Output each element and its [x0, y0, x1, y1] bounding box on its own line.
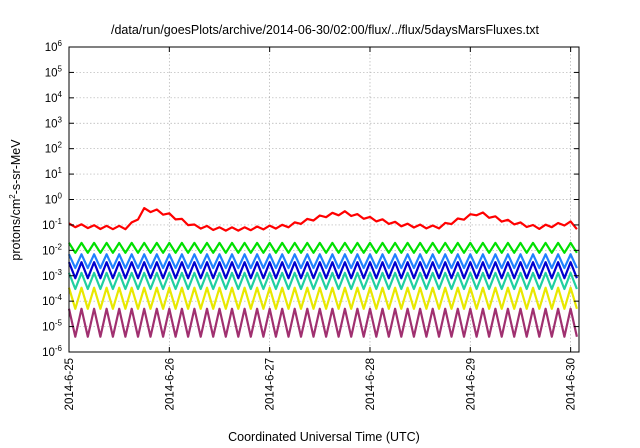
x-tick-label: 2014-6-25 — [64, 358, 76, 410]
chart-title: /data/run/goesPlots/archive/2014-06-30/0… — [111, 23, 540, 37]
y-axis-label-main: protons/cm — [9, 199, 23, 261]
series-line-1 — [68, 241, 578, 254]
y-tick-layer: 10-6 10-5 10-4 10-3 10-2 10-1 100 101 102 103 104 1… — [42, 39, 579, 359]
series-line-4 — [67, 271, 578, 291]
y-tick-label: 105 — [45, 64, 63, 79]
y-axis-label: protons/cm2-s-sr-MeV — [8, 139, 23, 261]
x-tick-label: 2014-6-30 — [566, 358, 578, 410]
y-tick-label: 10-2 — [42, 242, 62, 257]
x-axis-label: Coordinated Universal Time (UTC) — [228, 430, 420, 444]
series-line-6 — [67, 307, 578, 338]
series-line-0 — [68, 207, 578, 232]
y-tick-label: 10-3 — [42, 268, 62, 283]
series-line-2 — [67, 253, 578, 270]
y-tick-label: 10-1 — [42, 217, 62, 232]
y-axis-label-rest: -s-sr-MeV — [9, 139, 23, 195]
series-line-5 — [67, 286, 578, 310]
y-tick-label: 102 — [45, 141, 63, 156]
x-tick-label: 2014-6-26 — [164, 358, 176, 410]
y-tick-label: 100 — [45, 192, 63, 207]
y-tick-label: 104 — [45, 90, 63, 105]
x-tick-label: 2014-6-27 — [265, 358, 277, 410]
y-tick-label: 10-5 — [42, 319, 62, 334]
x-tick-layer: 2014-6-25 2014-6-26 2014-6-27 2014-6-28 2014… — [64, 47, 578, 410]
y-axis-label-exponent: 2 — [8, 194, 17, 199]
y-tick-label: 106 — [45, 39, 63, 54]
y-tick-label: 10-4 — [42, 293, 62, 308]
grid-layer — [69, 47, 579, 352]
x-tick-label: 2014-6-29 — [465, 358, 477, 410]
series-layer — [67, 207, 578, 338]
y-tick-label: 103 — [45, 115, 63, 130]
series-line-3 — [67, 261, 578, 280]
y-tick-label: 10-6 — [42, 344, 62, 359]
x-tick-label: 2014-6-28 — [365, 358, 377, 410]
y-tick-label: 101 — [45, 166, 63, 181]
